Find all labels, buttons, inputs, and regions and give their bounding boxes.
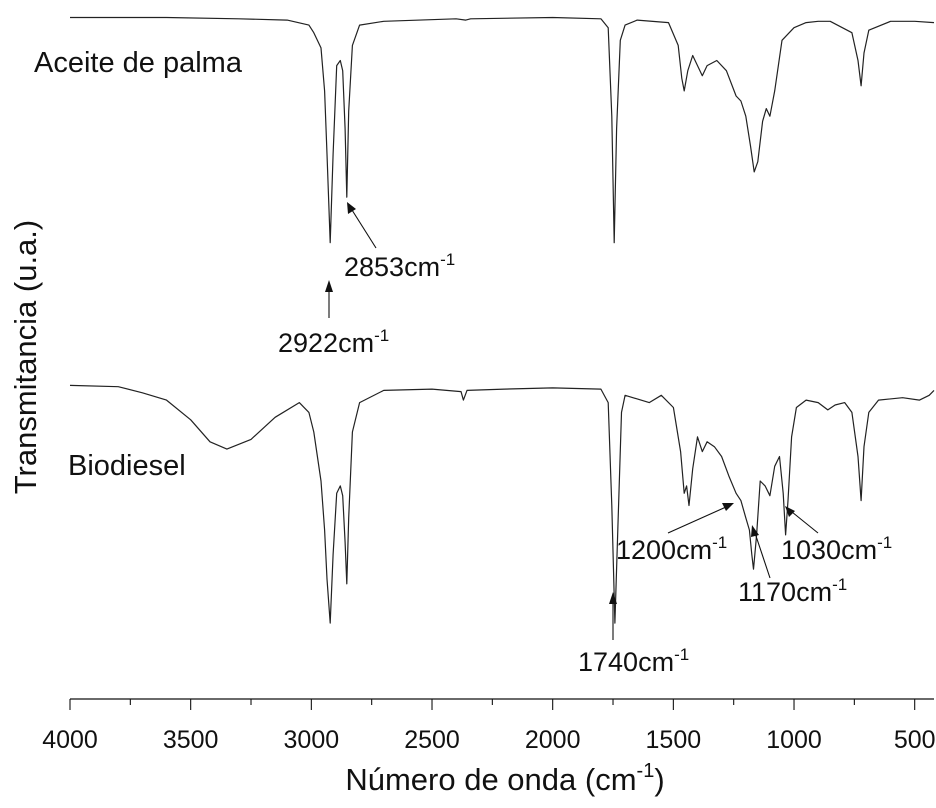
peak-label-1170: 1170cm-1 [738,575,847,607]
peak-arrow-1030 [785,506,819,534]
x-tick-label: 2500 [404,726,460,754]
x-axis: 4000 3500 3000 2500 2000 1500 1000 500 Número d… [42,698,936,797]
series-label-aceite-de-palma: Aceite de palma [34,47,243,79]
peak-arrow-1740 [609,592,617,640]
x-tick-label: 1500 [646,726,702,754]
peak-arrow-1170 [751,525,771,579]
peak-arrow-1200 [667,503,734,534]
peak-label-2853: 2853cm-1 [344,250,455,282]
x-tick-label: 500 [894,726,936,754]
peak-label-1030: 1030cm-1 [781,533,892,565]
x-axis-label: Número de onda (cm-1) [345,760,664,797]
x-ticks: 4000 3500 3000 2500 2000 1500 1000 500 [42,699,936,754]
x-tick-label: 3000 [284,726,340,754]
y-axis-label: Transmitancia (u.a.) [8,220,43,495]
series-line-aceite-de-palma [70,16,935,244]
peak-label-1740: 1740cm-1 [578,645,689,677]
series-label-biodiesel: Biodiesel [68,450,186,482]
peak-label-1200: 1200cm-1 [616,533,727,565]
x-tick-label: 4000 [42,726,98,754]
series-line-biodiesel [69,384,935,624]
peak-arrow-2853 [347,202,377,249]
x-tick-label: 1000 [766,726,822,754]
x-tick-label: 3500 [163,726,219,754]
peak-arrow-2922 [325,280,333,318]
peak-label-2922: 2922cm-1 [278,326,389,358]
x-tick-label: 2000 [525,726,581,754]
